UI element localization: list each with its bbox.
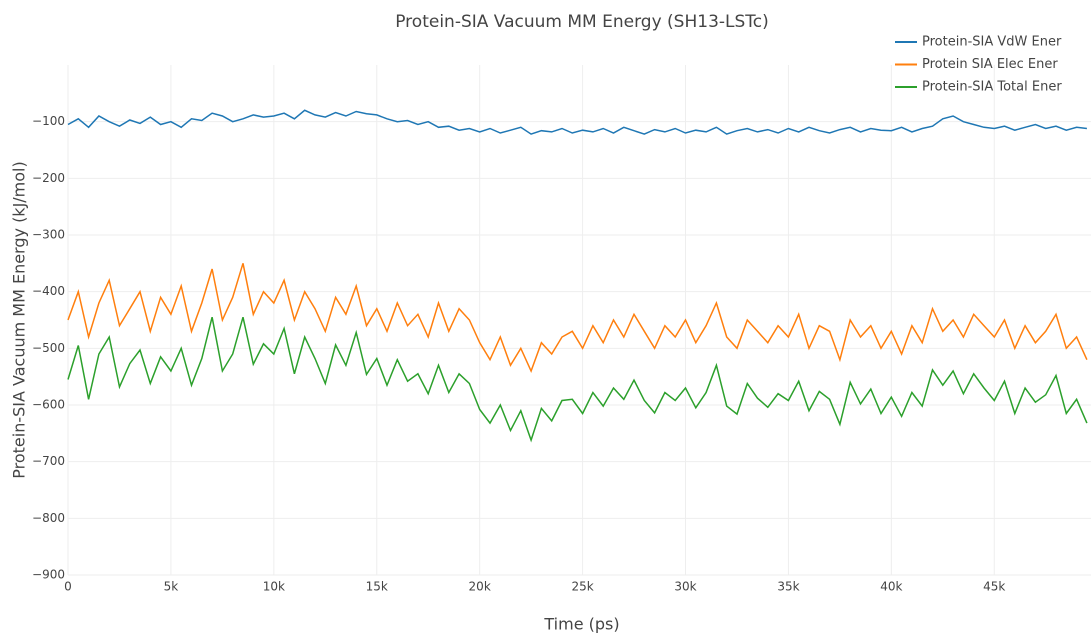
- legend-label: Protein-SIA Total Ener: [922, 80, 1062, 95]
- legend-label: Protein-SIA VdW Ener: [922, 35, 1062, 50]
- x-tick-label: 25k: [571, 580, 593, 594]
- series-line: [67, 316, 1088, 443]
- y-tick-label: −100: [32, 114, 65, 128]
- legend-label: Protein SIA Elec Ener: [922, 57, 1058, 72]
- y-tick-label: −700: [32, 454, 65, 468]
- x-tick-label: 5k: [164, 580, 179, 594]
- y-tick-label: −900: [32, 568, 65, 582]
- x-tick-label: 10k: [263, 580, 285, 594]
- x-tick-label: 45k: [983, 580, 1005, 594]
- x-tick-label: 0: [64, 580, 72, 594]
- series-line: [67, 263, 1088, 373]
- y-tick-label: −500: [32, 341, 65, 355]
- y-tick-label: −200: [32, 171, 65, 185]
- x-tick-label: 20k: [469, 580, 491, 594]
- y-tick-label: −300: [32, 228, 65, 242]
- x-tick-label: 35k: [777, 580, 799, 594]
- series-line: [67, 109, 1087, 135]
- chart-title: Protein-SIA Vacuum MM Energy (SH13-LSTc): [395, 12, 769, 32]
- x-axis-title: Time (ps): [543, 615, 619, 634]
- x-tick-label: 15k: [366, 580, 388, 594]
- y-tick-label: −600: [32, 398, 65, 412]
- y-tick-label: −800: [32, 511, 65, 525]
- y-axis-title: Protein-SIA Vacuum MM Energy (kJ/mol): [10, 161, 29, 479]
- y-tick-label: −400: [32, 284, 65, 298]
- x-tick-label: 40k: [880, 580, 902, 594]
- x-tick-label: 30k: [674, 580, 696, 594]
